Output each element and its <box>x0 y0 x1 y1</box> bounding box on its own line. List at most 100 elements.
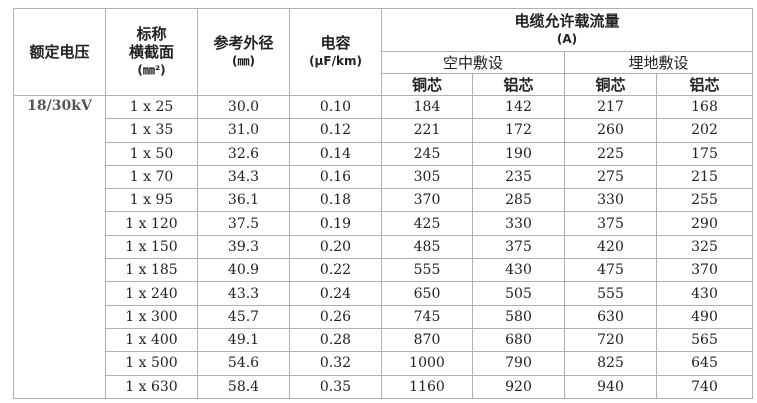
header-ground-aluminum: 铝芯 <box>655 73 754 96</box>
ground-copper-cell: 260 <box>564 118 657 143</box>
air-aluminum-cell: 920 <box>472 374 565 399</box>
air-aluminum-cell: 142 <box>472 94 565 120</box>
air-aluminum-cell: 680 <box>472 327 565 353</box>
outer-diameter-cell: 30.0 <box>197 94 290 120</box>
outer-diameter-cell: 40.9 <box>197 258 290 283</box>
outer-diameter-cell: 37.5 <box>197 211 290 236</box>
cross-section-cell: 1 x 120 <box>105 211 198 236</box>
header-diameter-label: 参考外径 <box>213 34 274 52</box>
outer-diameter-cell: 39.3 <box>197 234 290 260</box>
ground-aluminum-cell: 255 <box>655 188 754 213</box>
ground-copper-cell: 225 <box>564 141 657 166</box>
table-row: 1 x 185 40.9 0.22 555 430 475 370 <box>14 258 754 283</box>
table-row: 1 x 400 49.1 0.28 870 680 720 565 <box>14 327 754 353</box>
outer-diameter-cell: 43.3 <box>197 281 290 306</box>
table-row: 1 x 300 45.7 0.26 745 580 630 490 <box>14 304 754 329</box>
air-aluminum-cell: 505 <box>472 281 565 306</box>
ground-aluminum-cell: 645 <box>655 351 754 376</box>
header-air-copper: 铜芯 <box>381 73 473 96</box>
air-aluminum-cell: 330 <box>472 211 565 236</box>
ground-copper-cell: 720 <box>564 327 657 353</box>
air-copper-cell: 745 <box>381 304 473 329</box>
cross-section-cell: 1 x 185 <box>105 258 198 283</box>
ground-copper-cell: 420 <box>564 234 657 260</box>
voltage-cell: 18/30kV <box>13 95 106 399</box>
header-section: 标称 横截面 (㎜²) <box>105 8 198 96</box>
cross-section-cell: 1 x 35 <box>105 118 198 143</box>
cross-section-cell: 1 x 400 <box>105 327 198 353</box>
air-copper-cell: 425 <box>381 211 473 236</box>
header-capacitance-unit: (μF/km) <box>309 54 362 68</box>
table-row: 1 x 120 37.5 0.19 425 330 375 290 <box>14 211 754 236</box>
table-row: 1 x 95 36.1 0.18 370 285 330 255 <box>14 188 754 213</box>
ground-aluminum-cell: 430 <box>655 281 754 306</box>
air-copper-cell: 1160 <box>381 374 473 399</box>
ground-copper-cell: 275 <box>564 164 657 190</box>
header-section-line2: 横截面 <box>128 43 174 61</box>
capacitance-cell: 0.18 <box>289 188 382 213</box>
air-copper-cell: 555 <box>381 258 473 283</box>
air-aluminum-cell: 172 <box>472 118 565 143</box>
cross-section-cell: 1 x 630 <box>105 374 198 399</box>
outer-diameter-cell: 54.6 <box>197 351 290 376</box>
table-row: 1 x 500 54.6 0.32 1000 790 825 645 <box>14 351 754 376</box>
capacitance-cell: 0.32 <box>289 351 382 376</box>
table-row: 1 x 150 39.3 0.20 485 375 420 325 <box>14 234 754 260</box>
outer-diameter-cell: 31.0 <box>197 118 290 143</box>
header-ground: 埋地敷设 <box>563 51 754 74</box>
capacitance-cell: 0.22 <box>289 258 382 283</box>
outer-diameter-cell: 45.7 <box>197 304 290 329</box>
air-aluminum-cell: 375 <box>472 234 565 260</box>
outer-diameter-cell: 58.4 <box>197 374 290 399</box>
air-copper-cell: 184 <box>381 94 473 120</box>
cross-section-cell: 1 x 50 <box>105 141 198 166</box>
air-copper-cell: 370 <box>381 188 473 213</box>
air-copper-cell: 870 <box>381 327 473 353</box>
air-aluminum-cell: 580 <box>472 304 565 329</box>
air-copper-cell: 305 <box>381 164 473 190</box>
table-row: 18/30kV 1 x 25 30.0 0.10 184 142 217 168 <box>13 94 754 399</box>
capacitance-cell: 0.10 <box>289 94 382 120</box>
table-row: 1 x 70 34.3 0.16 305 235 275 215 <box>14 164 754 190</box>
header-ampacity-unit: (A) <box>556 32 578 46</box>
ground-aluminum-cell: 175 <box>655 141 754 166</box>
capacitance-cell: 0.14 <box>289 141 382 166</box>
header-air: 空中敷设 <box>381 51 565 74</box>
header-ampacity-label: 电缆允许载流量 <box>514 12 620 30</box>
header-voltage: 额定电压 <box>13 8 106 96</box>
header-section-line1: 标称 <box>136 25 167 43</box>
header-ground-copper: 铜芯 <box>564 73 657 96</box>
capacitance-cell: 0.24 <box>289 281 382 306</box>
ground-aluminum-cell: 740 <box>655 374 754 399</box>
ground-copper-cell: 330 <box>564 188 657 213</box>
ground-aluminum-cell: 168 <box>655 94 754 120</box>
capacitance-cell: 0.26 <box>289 304 382 329</box>
capacitance-cell: 0.19 <box>289 211 382 236</box>
capacitance-cell: 0.20 <box>289 234 382 260</box>
ground-copper-cell: 555 <box>564 281 657 306</box>
header-diameter: 参考外径 (㎜) <box>197 8 290 96</box>
ground-aluminum-cell: 202 <box>655 118 754 143</box>
air-copper-cell: 485 <box>381 234 473 260</box>
header-diameter-unit: (㎜) <box>232 54 255 68</box>
header-capacitance: 电容 (μF/km) <box>289 8 382 96</box>
outer-diameter-cell: 34.3 <box>197 164 290 190</box>
table-row: 1 x 35 31.0 0.12 221 172 260 202 <box>14 118 754 143</box>
header-ampacity: 电缆允许载流量 (A) <box>380 8 754 52</box>
cross-section-cell: 1 x 300 <box>105 304 198 329</box>
ground-copper-cell: 825 <box>564 351 657 376</box>
ground-aluminum-cell: 565 <box>655 327 754 353</box>
cross-section-cell: 1 x 240 <box>105 281 198 306</box>
air-aluminum-cell: 790 <box>472 351 565 376</box>
outer-diameter-cell: 36.1 <box>197 188 290 213</box>
outer-diameter-cell: 49.1 <box>197 327 290 353</box>
air-aluminum-cell: 190 <box>472 141 565 166</box>
ground-copper-cell: 375 <box>564 211 657 236</box>
cross-section-cell: 1 x 150 <box>105 234 198 260</box>
table-row: 1 x 240 43.3 0.24 650 505 555 430 <box>14 281 754 306</box>
air-aluminum-cell: 285 <box>472 188 565 213</box>
capacitance-cell: 0.35 <box>289 374 382 399</box>
ground-copper-cell: 475 <box>564 258 657 283</box>
table-row: 1 x 630 58.4 0.35 1160 920 940 740 <box>14 374 754 399</box>
ground-copper-cell: 630 <box>564 304 657 329</box>
